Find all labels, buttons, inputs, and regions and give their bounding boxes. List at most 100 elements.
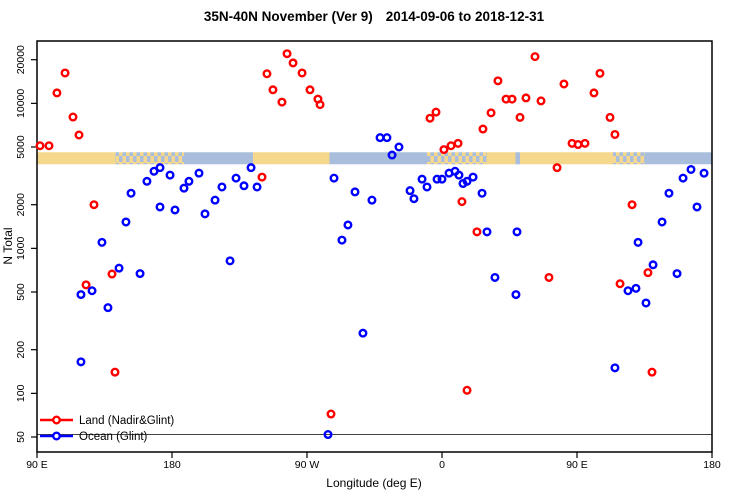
y-axis-title: N Total (1, 227, 15, 264)
plot-border (36, 40, 713, 453)
data-point-ocean (375, 133, 385, 143)
data-point-ocean (387, 150, 397, 160)
data-point-ocean (329, 173, 339, 183)
map-band-segment-ocean (644, 152, 712, 165)
data-point-land (544, 272, 554, 282)
data-point-ocean (437, 174, 447, 184)
data-point-ocean (350, 187, 360, 197)
y-tick-label: 2000 (15, 193, 27, 217)
data-point-ocean (664, 188, 674, 198)
data-point-ocean (610, 363, 620, 373)
map-band-segment-ocean (184, 152, 253, 165)
data-point-ocean (641, 298, 651, 308)
data-point-ocean (114, 263, 124, 273)
data-point-ocean (217, 182, 227, 192)
data-point-ocean (623, 286, 633, 296)
data-point-land (315, 100, 325, 110)
data-point-land (60, 68, 70, 78)
data-point-land (110, 367, 120, 377)
chart-title: 35N-40N November (Ver 9) 2014-09-06 to 20… (204, 9, 545, 24)
map-band-segment-mixed (613, 152, 645, 165)
map-band-segment-ocean (515, 152, 520, 165)
land-legend-circle-icon (52, 415, 62, 425)
data-point-land (515, 112, 525, 122)
data-point-ocean (692, 202, 702, 212)
data-point-ocean (97, 237, 107, 247)
ocean-legend-circle-icon (52, 431, 62, 441)
data-point-ocean (394, 142, 404, 152)
data-point-land (472, 227, 482, 237)
x-tick-label: 90 E (26, 459, 48, 471)
data-point-ocean (511, 290, 521, 300)
data-point-ocean (194, 168, 204, 178)
data-point-land (486, 108, 496, 118)
legend-label-ocean: Ocean (Glint) (79, 431, 148, 443)
data-point-land (297, 68, 307, 78)
legend-item-land: Land (Nadir&Glint) (40, 415, 174, 427)
data-point-ocean (482, 227, 492, 237)
data-point-ocean (76, 357, 86, 367)
data-point-land (68, 112, 78, 122)
map-band-segment-land (253, 152, 330, 165)
x-tick-label: 180 (163, 459, 181, 471)
land-points-layer (35, 49, 657, 419)
data-point-ocean (454, 170, 464, 180)
data-point-land (81, 280, 91, 290)
data-point-land (605, 112, 615, 122)
land-ocean-map-band (37, 152, 712, 165)
data-point-land (530, 52, 540, 62)
data-point-ocean (631, 283, 641, 293)
data-point-land (425, 113, 435, 123)
data-point-land (521, 93, 531, 103)
data-point-ocean (121, 217, 131, 227)
data-point-land (536, 96, 546, 106)
map-band-segment-land (37, 152, 115, 165)
data-point-ocean (432, 174, 442, 184)
data-point-land (552, 163, 562, 173)
data-point-land (107, 269, 117, 279)
data-point-ocean (76, 290, 86, 300)
legend-label-land: Land (Nadir&Glint) (79, 415, 174, 427)
data-point-ocean (170, 205, 180, 215)
data-point-land (507, 94, 517, 104)
data-point-ocean (337, 235, 347, 245)
legend-item-ocean: Ocean (Glint) (40, 431, 148, 443)
data-point-ocean (165, 170, 175, 180)
data-point-land (277, 97, 287, 107)
data-point-land (647, 367, 657, 377)
data-point-land (288, 58, 298, 68)
data-point-ocean (142, 176, 152, 186)
y-tick-label: 10000 (15, 89, 27, 118)
data-point-ocean (699, 168, 709, 178)
x-tick-label: 0 (439, 459, 445, 471)
data-point-land (35, 141, 45, 151)
data-point-land (559, 79, 569, 89)
data-point-ocean (155, 202, 165, 212)
y-tick-label: 500 (15, 283, 27, 301)
data-point-land (615, 279, 625, 289)
data-point-ocean (477, 188, 487, 198)
data-point-land (610, 129, 620, 139)
data-point-ocean (184, 176, 194, 186)
data-point-ocean (126, 188, 136, 198)
y-tick-label: 50 (15, 431, 27, 443)
y-tick-label: 1000 (15, 237, 27, 261)
y-tick-label: 5000 (15, 135, 27, 159)
data-point-ocean (358, 328, 368, 338)
data-point-ocean (246, 163, 256, 173)
data-point-ocean (648, 260, 658, 270)
y-tick-label: 20000 (15, 45, 27, 74)
data-point-ocean (343, 220, 353, 230)
map-band-segment-mixed (427, 152, 487, 165)
data-point-ocean (135, 269, 145, 279)
y-tick-label: 100 (15, 384, 27, 402)
map-band-segment-mixed (115, 152, 184, 165)
data-point-land (89, 200, 99, 210)
data-point-land (257, 172, 267, 182)
map-band-segment-land (487, 152, 516, 165)
data-point-land (431, 107, 441, 117)
data-point-land (305, 85, 315, 95)
data-point-ocean (462, 176, 472, 186)
map-band-segment-ocean (329, 152, 427, 165)
